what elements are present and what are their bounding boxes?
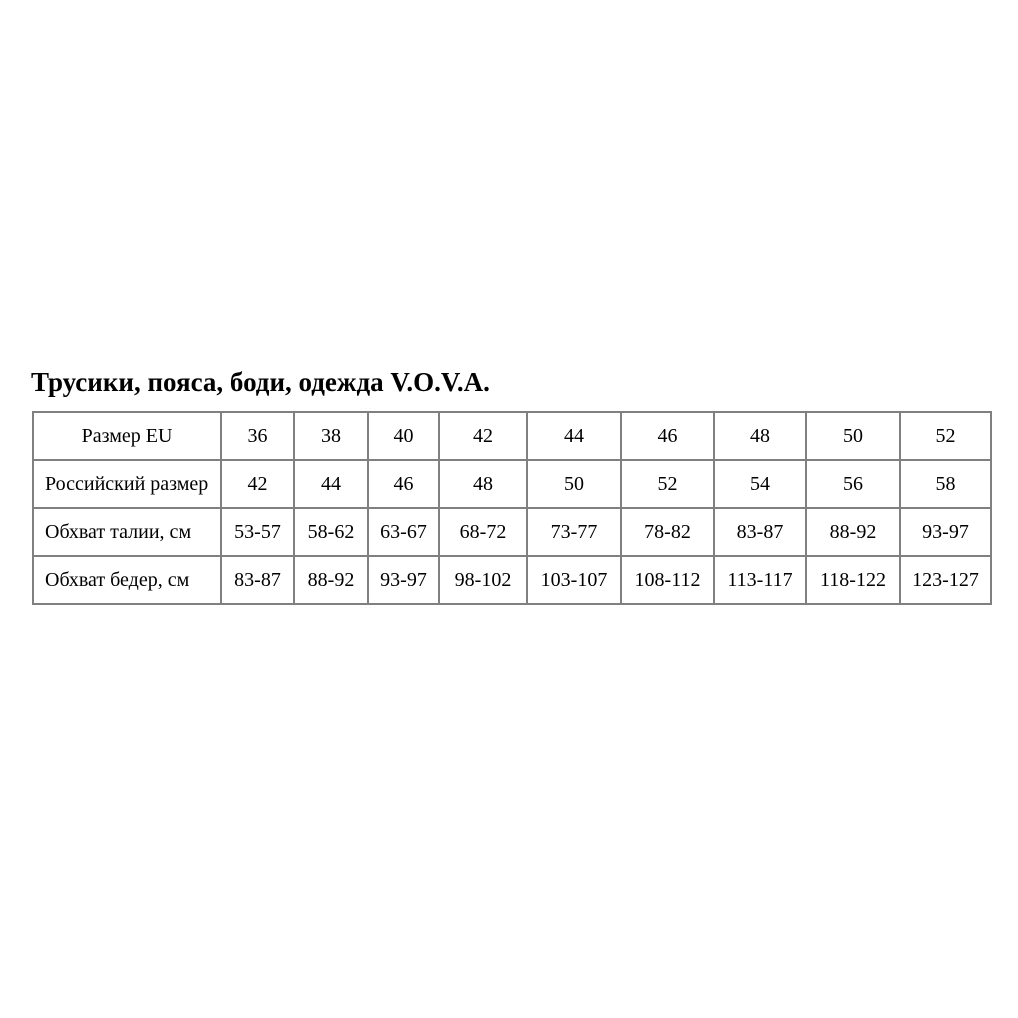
table-cell: 54 bbox=[713, 459, 807, 509]
table-cell: 93-97 bbox=[899, 507, 992, 557]
table-cell: 83-87 bbox=[220, 555, 295, 605]
table-cell: 56 bbox=[805, 459, 901, 509]
table-row: Российский размер 42 44 46 48 50 52 54 56 58 bbox=[32, 459, 992, 509]
table-cell: 46 bbox=[367, 459, 440, 509]
row-header: Обхват бедер, см bbox=[32, 555, 222, 605]
row-header: Российский размер bbox=[32, 459, 222, 509]
page-title: Трусики, пояса, боди, одежда V.O.V.A. bbox=[31, 367, 490, 398]
table-cell: 46 bbox=[620, 411, 715, 461]
table-cell: 68-72 bbox=[438, 507, 528, 557]
table-cell: 38 bbox=[293, 411, 369, 461]
table-cell: 42 bbox=[438, 411, 528, 461]
table-cell: 44 bbox=[526, 411, 622, 461]
table-cell: 123-127 bbox=[899, 555, 992, 605]
table-cell: 108-112 bbox=[620, 555, 715, 605]
table-cell: 98-102 bbox=[438, 555, 528, 605]
table-cell: 93-97 bbox=[367, 555, 440, 605]
table-cell: 50 bbox=[526, 459, 622, 509]
row-header: Размер EU bbox=[32, 411, 222, 461]
table-row: Обхват талии, см 53-57 58-62 63-67 68-72 73-7… bbox=[32, 507, 992, 557]
table-cell: 52 bbox=[620, 459, 715, 509]
table-cell: 83-87 bbox=[713, 507, 807, 557]
table-cell: 113-117 bbox=[713, 555, 807, 605]
table-cell: 103-107 bbox=[526, 555, 622, 605]
table-cell: 78-82 bbox=[620, 507, 715, 557]
table-row: Обхват бедер, см 83-87 88-92 93-97 98-102 103… bbox=[32, 555, 992, 605]
table-cell: 52 bbox=[899, 411, 992, 461]
table-cell: 42 bbox=[220, 459, 295, 509]
table-cell: 48 bbox=[438, 459, 528, 509]
table-cell: 53-57 bbox=[220, 507, 295, 557]
table-cell: 40 bbox=[367, 411, 440, 461]
table-cell: 48 bbox=[713, 411, 807, 461]
table-cell: 73-77 bbox=[526, 507, 622, 557]
size-chart-table: Размер EU 36 38 40 42 44 46 48 50 52 Российский ра… bbox=[32, 411, 992, 605]
table-cell: 36 bbox=[220, 411, 295, 461]
table-cell: 118-122 bbox=[805, 555, 901, 605]
table-row: Размер EU 36 38 40 42 44 46 48 50 52 bbox=[32, 411, 992, 461]
table-cell: 50 bbox=[805, 411, 901, 461]
table-cell: 63-67 bbox=[367, 507, 440, 557]
table-cell: 58 bbox=[899, 459, 992, 509]
table-cell: 44 bbox=[293, 459, 369, 509]
table-cell: 88-92 bbox=[293, 555, 369, 605]
row-header: Обхват талии, см bbox=[32, 507, 222, 557]
table-cell: 88-92 bbox=[805, 507, 901, 557]
table-cell: 58-62 bbox=[293, 507, 369, 557]
size-table-body: Размер EU 36 38 40 42 44 46 48 50 52 Российский ра… bbox=[32, 411, 992, 605]
